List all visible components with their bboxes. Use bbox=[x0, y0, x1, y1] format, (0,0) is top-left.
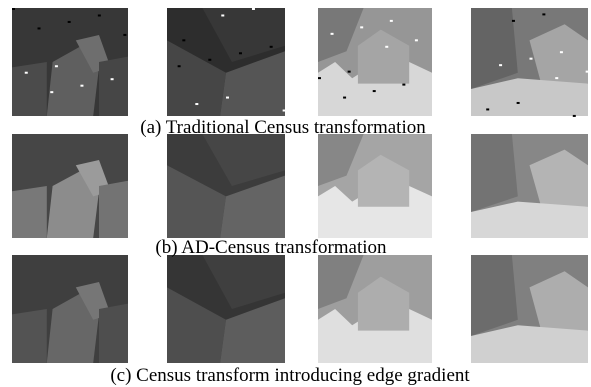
disparity-map bbox=[318, 134, 432, 238]
noise bbox=[226, 97, 229, 99]
noise bbox=[542, 13, 545, 15]
disparity-map bbox=[471, 134, 588, 238]
disparity-map bbox=[471, 255, 588, 363]
noise bbox=[239, 52, 242, 54]
map-region bbox=[12, 62, 47, 116]
noise bbox=[348, 71, 351, 73]
noise bbox=[560, 51, 563, 53]
disparity-map bbox=[318, 8, 432, 116]
noise bbox=[68, 21, 71, 23]
disparity-map bbox=[318, 255, 432, 363]
noise bbox=[486, 108, 489, 110]
caption: (a) Traditional Census transformation bbox=[140, 117, 426, 138]
noise bbox=[98, 14, 101, 16]
disparity-map bbox=[471, 8, 589, 117]
map-region bbox=[99, 304, 128, 363]
noise bbox=[111, 78, 114, 80]
disparity-map bbox=[12, 134, 128, 238]
noise bbox=[283, 110, 286, 112]
caption: (c) Census transform introducing edge gr… bbox=[110, 365, 470, 386]
figure: (a) Traditional Census transformation (b… bbox=[0, 0, 591, 387]
noise bbox=[123, 34, 126, 36]
noise bbox=[373, 90, 376, 92]
noise bbox=[512, 20, 515, 22]
noise bbox=[517, 102, 520, 104]
noise bbox=[178, 65, 181, 67]
noise bbox=[499, 64, 502, 66]
noise bbox=[12, 8, 15, 10]
noise bbox=[415, 39, 418, 41]
noise bbox=[80, 85, 83, 87]
caption: (b) AD-Census transformation bbox=[155, 237, 387, 258]
noise bbox=[252, 8, 255, 10]
panels bbox=[12, 8, 589, 363]
disparity-map bbox=[167, 134, 285, 238]
noise bbox=[360, 26, 363, 28]
disparity-map bbox=[12, 8, 128, 116]
noise bbox=[530, 58, 533, 60]
noise bbox=[343, 97, 346, 99]
noise bbox=[402, 84, 405, 86]
noise bbox=[182, 39, 185, 41]
map-region bbox=[99, 57, 128, 116]
noise bbox=[331, 33, 334, 35]
noise bbox=[195, 103, 198, 105]
noise bbox=[573, 115, 576, 117]
disparity-map bbox=[12, 255, 128, 363]
noise bbox=[25, 72, 28, 74]
noise bbox=[318, 77, 321, 79]
noise bbox=[390, 20, 393, 22]
noise bbox=[50, 91, 53, 93]
disparity-map bbox=[167, 8, 286, 116]
noise bbox=[270, 46, 273, 48]
noise bbox=[208, 59, 211, 61]
noise bbox=[385, 46, 388, 48]
noise bbox=[38, 27, 41, 29]
map-region bbox=[99, 181, 128, 238]
noise bbox=[586, 71, 589, 73]
noise bbox=[221, 14, 224, 16]
noise bbox=[555, 77, 558, 79]
map-region bbox=[12, 309, 47, 363]
map-region bbox=[12, 186, 47, 238]
noise bbox=[55, 65, 58, 67]
disparity-map bbox=[167, 255, 285, 363]
